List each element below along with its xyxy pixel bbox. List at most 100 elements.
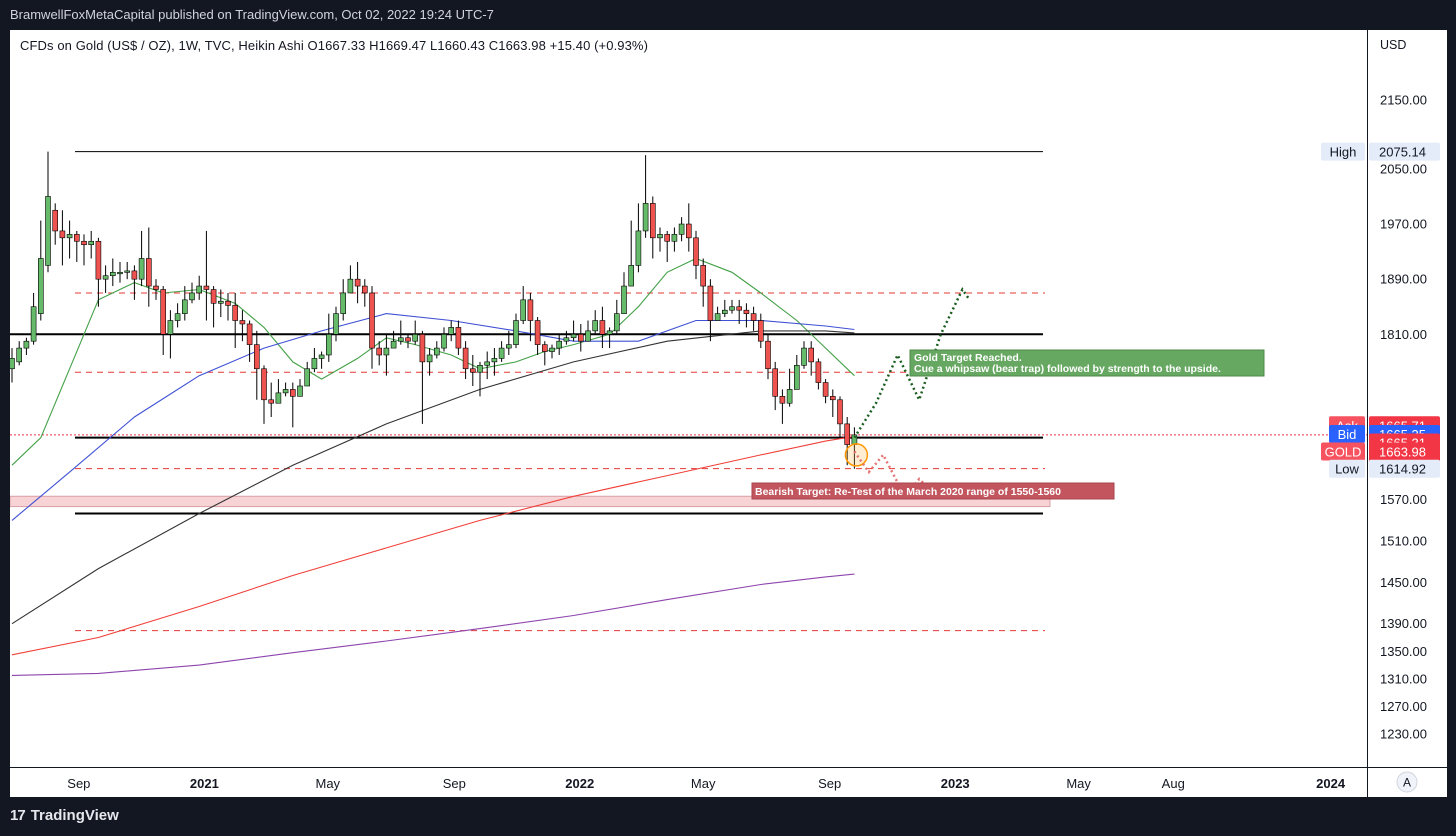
candle[interactable] [52, 209, 59, 232]
candle[interactable] [606, 330, 613, 335]
candle[interactable] [289, 389, 296, 397]
bearish-projection-path[interactable] [853, 450, 928, 499]
candle[interactable] [433, 347, 440, 356]
candle[interactable] [621, 285, 627, 314]
candle[interactable] [160, 289, 166, 335]
candle[interactable] [23, 340, 30, 349]
candle[interactable] [693, 237, 699, 266]
candle[interactable] [225, 300, 231, 306]
candle[interactable] [153, 285, 159, 290]
candle[interactable] [599, 320, 606, 335]
candle[interactable] [37, 258, 44, 314]
candle[interactable] [10, 358, 15, 370]
candle[interactable] [721, 309, 728, 314]
candle[interactable] [678, 223, 685, 235]
candle[interactable] [325, 334, 332, 356]
candle[interactable] [520, 299, 527, 321]
candle[interactable] [822, 382, 829, 397]
candle[interactable] [174, 313, 181, 321]
candle[interactable] [405, 337, 411, 342]
candle[interactable] [189, 292, 195, 301]
candle[interactable] [45, 196, 51, 266]
candle[interactable] [196, 285, 202, 294]
candle[interactable] [498, 347, 505, 359]
candle[interactable] [304, 368, 311, 387]
candle[interactable] [131, 270, 138, 280]
candle[interactable] [491, 358, 498, 363]
candle[interactable] [59, 230, 66, 239]
candle[interactable] [81, 240, 87, 246]
candle[interactable] [844, 423, 851, 445]
candle[interactable] [772, 368, 779, 397]
candle[interactable] [505, 344, 512, 349]
candle[interactable] [383, 347, 390, 356]
candle[interactable] [88, 240, 94, 246]
candle[interactable] [146, 258, 152, 287]
candle[interactable] [477, 365, 483, 373]
candle[interactable] [563, 337, 570, 342]
candle[interactable] [297, 385, 303, 397]
candle[interactable] [239, 320, 246, 325]
price-marker-circle[interactable] [844, 443, 869, 467]
candle[interactable] [779, 396, 786, 404]
candle[interactable] [685, 223, 692, 239]
candle[interactable] [448, 327, 455, 335]
candle[interactable] [801, 347, 807, 366]
candle[interactable] [347, 278, 354, 294]
candle[interactable] [570, 334, 577, 339]
candle[interactable] [786, 389, 793, 404]
candle[interactable] [441, 334, 447, 349]
candle[interactable] [577, 334, 584, 342]
candle[interactable] [361, 285, 368, 294]
candle[interactable] [642, 203, 649, 232]
candle[interactable] [390, 340, 397, 349]
candle[interactable] [203, 285, 210, 290]
candle[interactable] [585, 330, 591, 342]
candle[interactable] [541, 344, 548, 352]
candle[interactable] [376, 347, 383, 356]
candle[interactable] [333, 313, 339, 335]
bearish-annotation-box[interactable] [751, 482, 1115, 500]
candle[interactable] [354, 278, 361, 287]
candle[interactable] [729, 306, 735, 311]
candle[interactable] [671, 234, 678, 242]
candle[interactable] [369, 292, 375, 349]
candle[interactable] [613, 313, 620, 332]
auto-scale-button[interactable] [1396, 771, 1418, 793]
candle[interactable] [757, 320, 764, 342]
candle[interactable] [74, 234, 80, 242]
candle[interactable] [829, 396, 836, 401]
candle[interactable] [657, 234, 663, 239]
candle[interactable] [110, 271, 116, 277]
candle[interactable] [793, 365, 800, 390]
candle[interactable] [210, 289, 217, 304]
candle[interactable] [340, 292, 347, 314]
bullish-projection-path[interactable] [853, 287, 971, 439]
candle[interactable] [736, 306, 743, 311]
candle[interactable] [261, 368, 267, 401]
candle[interactable] [649, 203, 656, 239]
candle[interactable] [592, 320, 599, 332]
candle[interactable] [16, 347, 23, 363]
candle[interactable] [628, 265, 635, 287]
candle[interactable] [534, 320, 541, 345]
candle[interactable] [426, 354, 433, 363]
candle[interactable] [808, 347, 815, 363]
candle[interactable] [556, 340, 563, 349]
candle[interactable] [232, 305, 238, 321]
candle[interactable] [138, 258, 145, 280]
candle[interactable] [124, 270, 130, 273]
candle[interactable] [246, 323, 253, 345]
candle[interactable] [513, 320, 519, 345]
candle[interactable] [527, 299, 534, 321]
bullish-annotation-box[interactable] [909, 349, 1265, 377]
candle[interactable] [167, 320, 174, 335]
candle[interactable] [750, 313, 757, 321]
candle[interactable] [218, 300, 224, 304]
candle[interactable] [102, 275, 109, 280]
candle[interactable] [275, 392, 282, 404]
candle[interactable] [700, 265, 707, 287]
candle[interactable] [635, 230, 642, 266]
candle[interactable] [419, 334, 426, 363]
